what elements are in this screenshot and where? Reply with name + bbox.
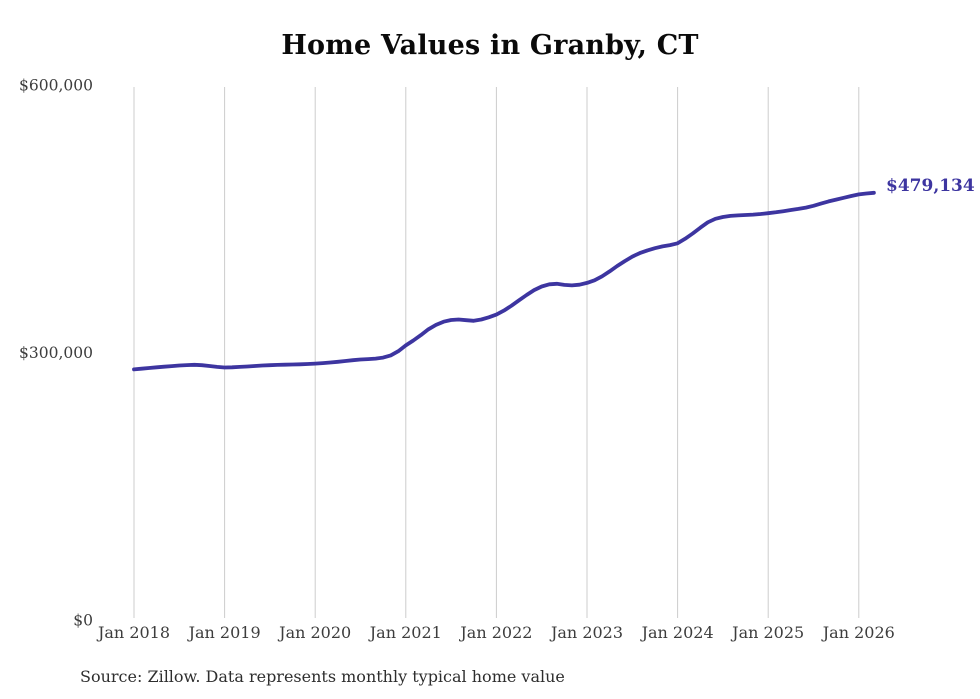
x-tick-label: Jan 2019 (187, 623, 261, 642)
x-tick-label: Jan 2025 (730, 623, 804, 642)
x-tick-label: Jan 2026 (821, 623, 895, 642)
chart-title: Home Values in Granby, CT (281, 30, 699, 61)
y-tick-label: $0 (73, 612, 93, 630)
y-tick-label: $600,000 (19, 77, 93, 95)
y-tick-label: $300,000 (19, 344, 93, 362)
latest-value-annotation: $479,134 (886, 176, 975, 196)
x-tick-label: Jan 2018 (96, 623, 170, 642)
x-tick-label: Jan 2021 (368, 623, 442, 642)
x-tick-label: Jan 2023 (549, 623, 623, 642)
source-note: Source: Zillow. Data represents monthly … (80, 667, 565, 686)
home-value-line (132, 190, 876, 372)
x-tick-label: Jan 2022 (458, 623, 532, 642)
x-tick-label: Jan 2020 (277, 623, 351, 642)
x-tick-label: Jan 2024 (640, 623, 714, 642)
